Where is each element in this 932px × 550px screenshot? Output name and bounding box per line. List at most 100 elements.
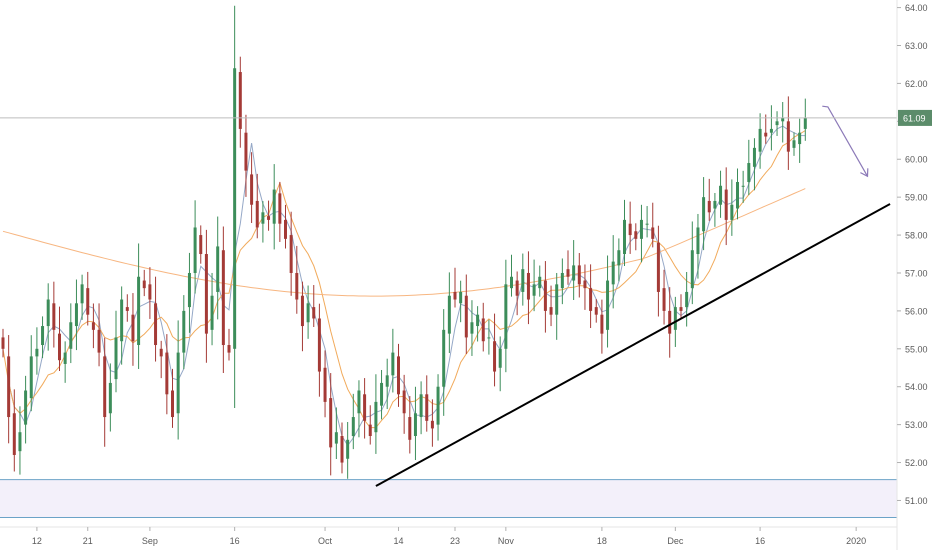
candle-up[interactable] xyxy=(357,380,361,438)
candle-up[interactable] xyxy=(114,310,118,393)
candle-down[interactable] xyxy=(481,302,485,352)
candle-up[interactable] xyxy=(176,320,180,440)
candle-down[interactable] xyxy=(453,267,457,308)
candle-up[interactable] xyxy=(504,259,508,373)
candle-down[interactable] xyxy=(227,328,231,361)
candle-up[interactable] xyxy=(137,243,141,369)
candle-up[interactable] xyxy=(380,369,384,420)
candle-up[interactable] xyxy=(29,335,33,412)
candle-down[interactable] xyxy=(91,303,95,349)
candle-up[interactable] xyxy=(182,295,186,370)
candle-up[interactable] xyxy=(374,374,378,454)
candle-up[interactable] xyxy=(233,5,237,409)
trendline[interactable] xyxy=(375,203,891,487)
candle-up[interactable] xyxy=(690,221,694,305)
candle-up[interactable] xyxy=(792,132,796,156)
candle-up[interactable] xyxy=(108,363,112,432)
candle-up[interactable] xyxy=(391,328,395,393)
candle-down[interactable] xyxy=(397,343,400,407)
candle-down[interactable] xyxy=(7,335,11,444)
candle-down[interactable] xyxy=(255,173,259,239)
candle-down[interactable] xyxy=(52,281,56,348)
candle-up[interactable] xyxy=(74,279,78,351)
candle-up[interactable] xyxy=(476,306,480,342)
candle-down[interactable] xyxy=(86,271,90,326)
candle-up[interactable] xyxy=(35,327,39,375)
candle-up[interactable] xyxy=(645,206,649,238)
candle-down[interactable] xyxy=(464,274,468,354)
candle-down[interactable] xyxy=(125,294,129,322)
candle-down[interactable] xyxy=(148,267,152,319)
candle-up[interactable] xyxy=(713,192,717,227)
candle-up[interactable] xyxy=(436,374,440,441)
candle-up[interactable] xyxy=(272,164,276,250)
time-axis[interactable]: 12 21 Sep 16 Oct 14 23 Nov 18 Dec 16 2020 xyxy=(32,527,866,546)
candle-down[interactable] xyxy=(312,285,316,328)
candle-down[interactable] xyxy=(368,405,372,445)
candle-down[interactable] xyxy=(430,399,434,447)
candle-up[interactable] xyxy=(803,98,807,141)
candle-down[interactable] xyxy=(250,152,254,224)
candle-down[interactable] xyxy=(577,253,581,298)
candle-up[interactable] xyxy=(572,240,576,301)
candle-up[interactable] xyxy=(80,274,84,320)
candle-down[interactable] xyxy=(267,200,271,231)
candle-up[interactable] xyxy=(385,358,389,410)
candle-up[interactable] xyxy=(261,201,265,243)
candle-up[interactable] xyxy=(758,113,762,169)
candle-down[interactable] xyxy=(165,334,169,415)
candle-down[interactable] xyxy=(402,374,406,434)
candle-up[interactable] xyxy=(419,381,423,435)
candle-down[interactable] xyxy=(300,281,304,352)
candle-up[interactable] xyxy=(606,255,610,348)
candle-up[interactable] xyxy=(24,375,28,444)
candle-up[interactable] xyxy=(741,170,745,203)
candle-down[interactable] xyxy=(58,306,61,371)
drawings-layer[interactable] xyxy=(0,105,897,487)
candle-up[interactable] xyxy=(216,216,220,320)
candle-down[interactable] xyxy=(278,181,282,242)
candle-up[interactable] xyxy=(685,272,689,327)
candle-up[interactable] xyxy=(538,265,542,297)
candle-down[interactable] xyxy=(1,328,5,358)
candle-down[interactable] xyxy=(408,395,412,454)
candle-up[interactable] xyxy=(752,138,756,191)
candle-down[interactable] xyxy=(295,245,299,314)
candle-up[interactable] xyxy=(334,407,338,460)
candle-down[interactable] xyxy=(628,201,632,254)
candles-layer[interactable] xyxy=(1,5,807,479)
candle-down[interactable] xyxy=(600,299,604,354)
candle-down[interactable] xyxy=(340,422,344,474)
candle-down[interactable] xyxy=(764,114,768,144)
candle-down[interactable] xyxy=(526,251,530,325)
candle-up[interactable] xyxy=(702,177,706,251)
candle-down[interactable] xyxy=(221,226,225,373)
candle-down[interactable] xyxy=(515,271,519,316)
candle-down[interactable] xyxy=(289,211,293,296)
candle-up[interactable] xyxy=(346,422,350,479)
candle-up[interactable] xyxy=(510,254,513,297)
candle-down[interactable] xyxy=(238,56,242,148)
candle-down[interactable] xyxy=(583,264,587,310)
candle-up[interactable] xyxy=(351,393,355,450)
candle-up[interactable] xyxy=(775,111,779,136)
candle-up[interactable] xyxy=(459,280,463,323)
candle-down[interactable] xyxy=(651,202,655,248)
candle-up[interactable] xyxy=(413,386,417,461)
candle-up[interactable] xyxy=(617,238,621,282)
candle-down[interactable] xyxy=(317,303,321,397)
candle-down[interactable] xyxy=(171,368,174,428)
candle-down[interactable] xyxy=(323,350,327,418)
candle-down[interactable] xyxy=(589,264,593,329)
candle-up[interactable] xyxy=(69,303,73,364)
projection-path[interactable] xyxy=(822,105,869,177)
candle-up[interactable] xyxy=(46,283,50,351)
candle-down[interactable] xyxy=(724,167,728,246)
candle-down[interactable] xyxy=(425,375,429,432)
candle-up[interactable] xyxy=(730,179,734,236)
candle-down[interactable] xyxy=(662,269,666,325)
candle-up[interactable] xyxy=(781,102,785,143)
candle-up[interactable] xyxy=(442,309,446,416)
candle-up[interactable] xyxy=(470,300,474,356)
